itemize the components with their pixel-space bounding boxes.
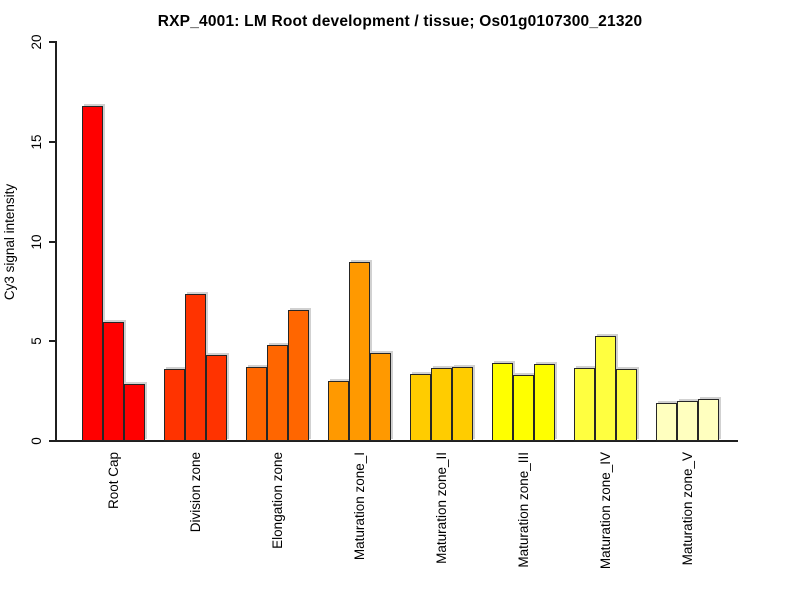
bar — [103, 322, 124, 441]
bar — [698, 399, 719, 441]
y-axis-tick-label: 10 — [29, 234, 44, 250]
bar — [370, 353, 391, 441]
x-axis-label: Maturation zone_V — [679, 452, 695, 566]
x-axis-label: Root Cap — [105, 452, 121, 510]
bar — [534, 364, 555, 441]
y-axis-title: Cy3 signal intensity — [2, 183, 17, 301]
x-axis-label: Maturation zone_II — [433, 452, 449, 564]
bar — [616, 369, 637, 441]
x-axis-label: Maturation zone_I — [351, 452, 367, 561]
bar — [246, 367, 267, 441]
chart-title: RXP_4001: LM Root development / tissue; … — [157, 13, 643, 30]
bar — [513, 375, 534, 441]
x-axis-label: Maturation zone_III — [515, 452, 531, 568]
y-axis-tick — [49, 240, 57, 243]
bar — [452, 367, 473, 441]
y-axis-tick-label: 5 — [29, 337, 44, 346]
y-axis-tick-label: 0 — [29, 437, 44, 445]
bar — [328, 381, 349, 441]
y-axis-tick — [49, 141, 57, 144]
bar — [410, 374, 431, 441]
y-axis-tick — [49, 440, 57, 442]
bar — [124, 384, 145, 441]
x-axis-label: Elongation zone — [269, 452, 285, 549]
x-axis-line — [55, 440, 738, 442]
bar — [164, 369, 185, 441]
bar — [574, 368, 595, 441]
bar — [492, 363, 513, 441]
x-axis-label: Maturation zone_IV — [597, 452, 613, 570]
bar — [677, 401, 698, 441]
bar — [431, 368, 452, 441]
y-axis-tick-label: 20 — [29, 34, 44, 50]
bar — [288, 310, 309, 441]
bar — [206, 355, 227, 441]
bar — [267, 345, 288, 441]
x-axis-label: Division zone — [187, 452, 203, 533]
y-axis-tick-label: 15 — [29, 134, 44, 150]
bar — [349, 262, 370, 441]
bar — [595, 336, 616, 441]
bar — [82, 106, 103, 441]
bar — [656, 403, 677, 441]
y-axis-tick — [49, 41, 57, 44]
y-axis-tick — [49, 340, 57, 343]
bar — [185, 294, 206, 441]
